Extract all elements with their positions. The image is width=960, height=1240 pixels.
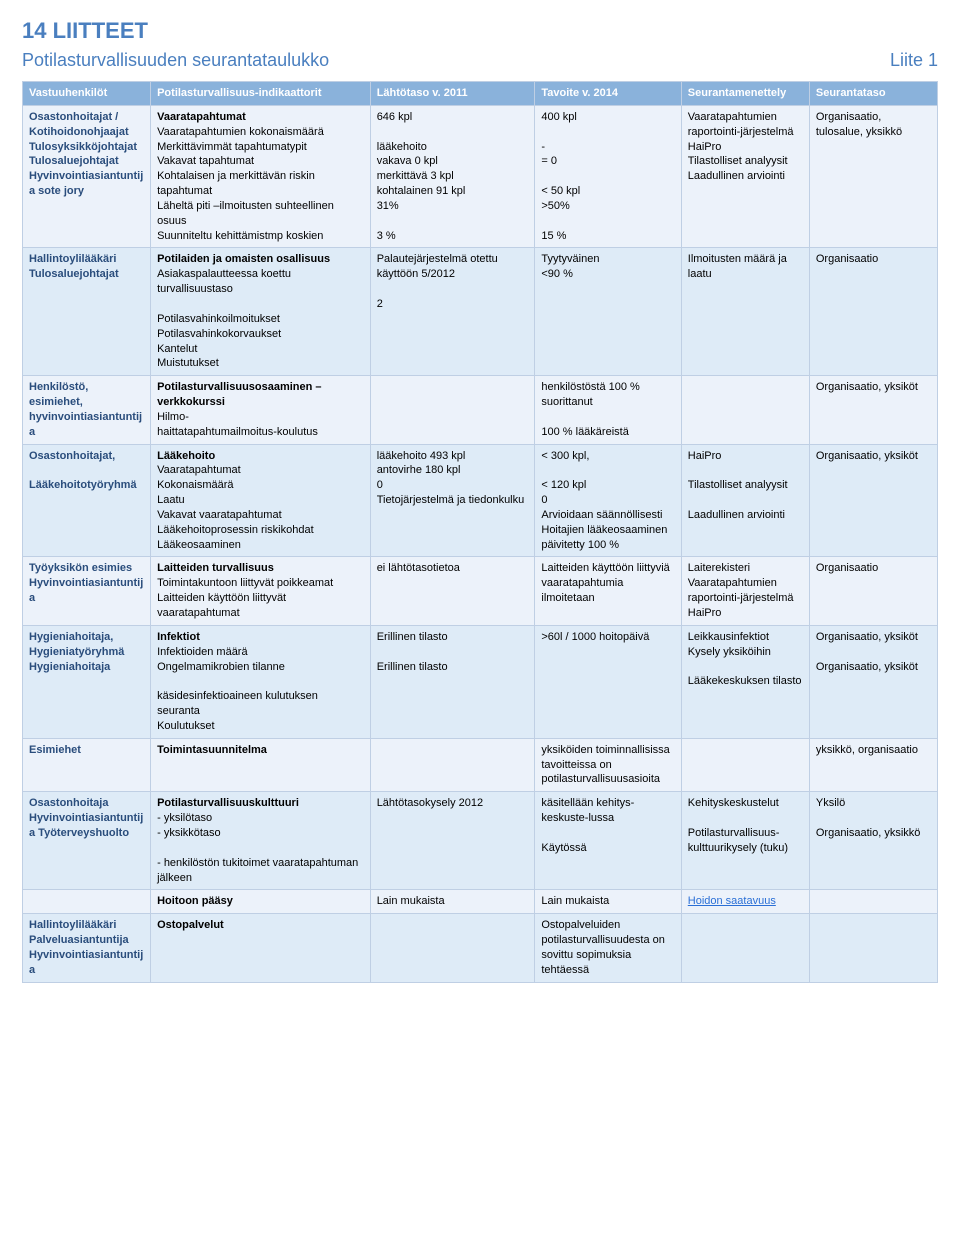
cell-responsible: Osastonhoitajat / Kotihoidonohjaajat Tul… bbox=[23, 105, 151, 248]
cell-target: Laitteiden käyttöön liittyviä vaaratapah… bbox=[535, 557, 681, 625]
section-label: LIITTEET bbox=[53, 18, 148, 43]
cell-indicator: Ostopalvelut bbox=[151, 914, 371, 982]
cell-method: LeikkausinfektiotKysely yksiköihinLääkek… bbox=[681, 625, 809, 738]
cell-target: < 300 kpl,< 120 kpl0Arvioidaan säännölli… bbox=[535, 444, 681, 557]
cell-responsible: Osastonhoitaja Hyvinvointiasiantuntija T… bbox=[23, 792, 151, 890]
col-header-5: Seurantamenettely bbox=[681, 82, 809, 106]
cell-baseline: ei lähtötasotietoa bbox=[370, 557, 535, 625]
section-heading: 14 LIITTEET bbox=[22, 18, 938, 44]
cell-responsible: Hygieniahoitaja, Hygieniatyöryhmä Hygien… bbox=[23, 625, 151, 738]
table-row: Henkilöstö, esimiehet, hyvinvointiasiant… bbox=[23, 376, 938, 444]
cell-level: Organisaatio, tulosalue, yksikkö bbox=[809, 105, 937, 248]
table-row: Hoitoon pääsyLain mukaistaLain mukaistaH… bbox=[23, 890, 938, 914]
cell-method bbox=[681, 376, 809, 444]
cell-level: Organisaatio bbox=[809, 557, 937, 625]
cell-level bbox=[809, 890, 937, 914]
col-header-6: Seurantataso bbox=[809, 82, 937, 106]
cell-indicator: Potilaiden ja omaisten osallisuusAsiakas… bbox=[151, 248, 371, 376]
cell-method bbox=[681, 738, 809, 792]
cell-method: Hoidon saatavuus bbox=[681, 890, 809, 914]
cell-baseline: lääkehoito 493 kplantovirhe 180 kpl0Tiet… bbox=[370, 444, 535, 557]
col-header-4: Tavoite v. 2014 bbox=[535, 82, 681, 106]
cell-target: >60l / 1000 hoitopäivä bbox=[535, 625, 681, 738]
cell-level: Organisaatio, yksikötOrganisaatio, yksik… bbox=[809, 625, 937, 738]
cell-baseline: Erillinen tilastoErillinen tilasto bbox=[370, 625, 535, 738]
cell-baseline: Palautejärjestelmä otettu käyttöön 5/201… bbox=[370, 248, 535, 376]
table-row: Työyksikön esimiesHyvinvointiasiantuntij… bbox=[23, 557, 938, 625]
cell-responsible: Hallintoylilääkäri Palveluasiantuntija H… bbox=[23, 914, 151, 982]
cell-target: Ostopalveluiden potilasturvallisuudesta … bbox=[535, 914, 681, 982]
cell-baseline bbox=[370, 376, 535, 444]
table-row: Osastonhoitajat / Kotihoidonohjaajat Tul… bbox=[23, 105, 938, 248]
cell-responsible: Esimiehet bbox=[23, 738, 151, 792]
cell-method: KehityskeskustelutPotilasturvallisuus-ku… bbox=[681, 792, 809, 890]
cell-level: YksilöOrganisaatio, yksikkö bbox=[809, 792, 937, 890]
cell-indicator: Potilasturvallisuuskulttuuri- yksilötaso… bbox=[151, 792, 371, 890]
subtitle-right: Liite 1 bbox=[890, 50, 938, 71]
col-header-2: Potilasturvallisuus-indikaattorit bbox=[151, 82, 371, 106]
page: 14 LIITTEET Potilasturvallisuuden seuran… bbox=[0, 0, 960, 1013]
cell-responsible: Työyksikön esimiesHyvinvointiasiantuntij… bbox=[23, 557, 151, 625]
cell-indicator: LääkehoitoVaaratapahtumatKokonaismääräLa… bbox=[151, 444, 371, 557]
cell-indicator: Hoitoon pääsy bbox=[151, 890, 371, 914]
cell-method: LaiterekisteriVaaratapahtumien raportoin… bbox=[681, 557, 809, 625]
cell-level: yksikkö, organisaatio bbox=[809, 738, 937, 792]
cell-target: yksiköiden toiminnallisissa tavoitteissa… bbox=[535, 738, 681, 792]
cell-indicator: Potilasturvallisuusosaaminen – verkkokur… bbox=[151, 376, 371, 444]
cell-target: Tyytyväinen<90 % bbox=[535, 248, 681, 376]
table-row: Hygieniahoitaja, Hygieniatyöryhmä Hygien… bbox=[23, 625, 938, 738]
cell-target: 400 kpl-= 0< 50 kpl>50%15 % bbox=[535, 105, 681, 248]
cell-responsible: Henkilöstö, esimiehet, hyvinvointiasiant… bbox=[23, 376, 151, 444]
table-body: Osastonhoitajat / Kotihoidonohjaajat Tul… bbox=[23, 105, 938, 982]
cell-target: Lain mukaista bbox=[535, 890, 681, 914]
cell-responsible: Osastonhoitajat,Lääkehoitotyöryhmä bbox=[23, 444, 151, 557]
table-row: Hallintoylilääkäri TulosaluejohtajatPoti… bbox=[23, 248, 938, 376]
cell-indicator: InfektiotInfektioiden määräOngelmamikrob… bbox=[151, 625, 371, 738]
cell-responsible bbox=[23, 890, 151, 914]
cell-method: Ilmoitusten määrä ja laatu bbox=[681, 248, 809, 376]
table-row: Hallintoylilääkäri Palveluasiantuntija H… bbox=[23, 914, 938, 982]
cell-baseline: Lähtötasokysely 2012 bbox=[370, 792, 535, 890]
cell-baseline bbox=[370, 914, 535, 982]
cell-level: Organisaatio, yksiköt bbox=[809, 376, 937, 444]
cell-level bbox=[809, 914, 937, 982]
section-number: 14 bbox=[22, 18, 46, 43]
cell-baseline: Lain mukaista bbox=[370, 890, 535, 914]
cell-target: henkilöstöstä 100 % suorittanut100 % lää… bbox=[535, 376, 681, 444]
cell-responsible: Hallintoylilääkäri Tulosaluejohtajat bbox=[23, 248, 151, 376]
cell-indicator: Toimintasuunnitelma bbox=[151, 738, 371, 792]
cell-baseline: 646 kpllääkehoitovakava 0 kplmerkittävä … bbox=[370, 105, 535, 248]
cell-target: käsitellään kehitys-keskuste-lussaKäytös… bbox=[535, 792, 681, 890]
tracking-table: Vastuuhenkilöt Potilasturvallisuus-indik… bbox=[22, 81, 938, 983]
cell-baseline bbox=[370, 738, 535, 792]
col-header-3: Lähtötaso v. 2011 bbox=[370, 82, 535, 106]
cell-level: Organisaatio bbox=[809, 248, 937, 376]
table-header-row: Vastuuhenkilöt Potilasturvallisuus-indik… bbox=[23, 82, 938, 106]
cell-method bbox=[681, 914, 809, 982]
table-row: Osastonhoitaja Hyvinvointiasiantuntija T… bbox=[23, 792, 938, 890]
subtitle-row: Potilasturvallisuuden seurantataulukko L… bbox=[22, 50, 938, 71]
table-row: Osastonhoitajat,LääkehoitotyöryhmäLääkeh… bbox=[23, 444, 938, 557]
cell-level: Organisaatio, yksiköt bbox=[809, 444, 937, 557]
cell-method: Vaaratapahtumien raportointi-järjestelmä… bbox=[681, 105, 809, 248]
subtitle-left: Potilasturvallisuuden seurantataulukko bbox=[22, 50, 329, 71]
link-hoidon-saatavuus[interactable]: Hoidon saatavuus bbox=[688, 895, 776, 907]
cell-indicator: Laitteiden turvallisuusToimintakuntoon l… bbox=[151, 557, 371, 625]
cell-method: HaiProTilastolliset analyysitLaadullinen… bbox=[681, 444, 809, 557]
table-row: EsimiehetToimintasuunnitelma yksiköiden t… bbox=[23, 738, 938, 792]
col-header-1: Vastuuhenkilöt bbox=[23, 82, 151, 106]
cell-indicator: VaaratapahtumatVaaratapahtumien kokonais… bbox=[151, 105, 371, 248]
